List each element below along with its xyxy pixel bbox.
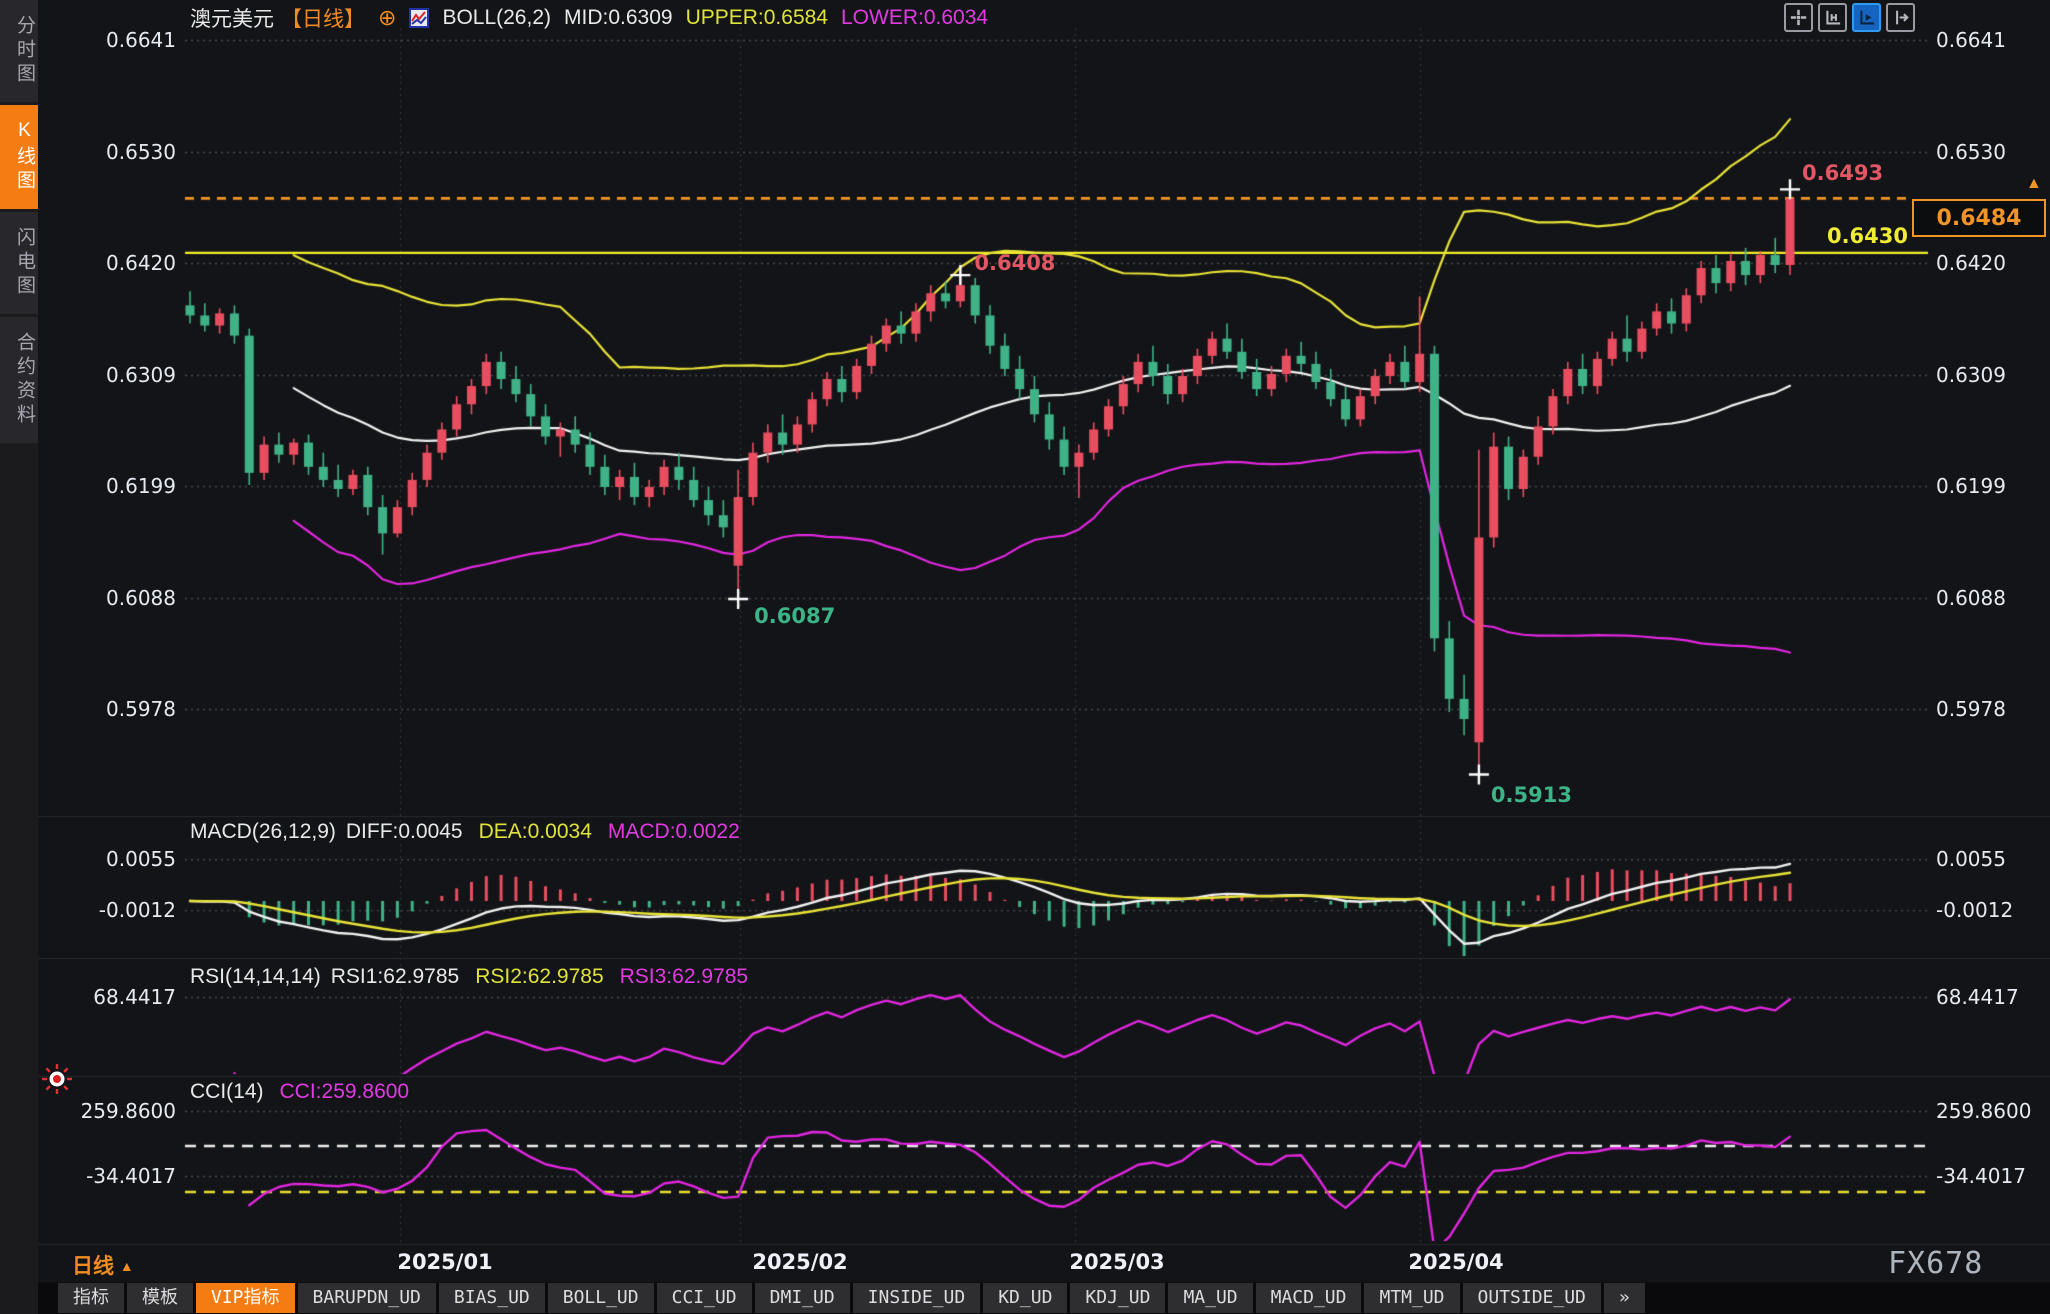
current-price-box: 0.6484	[1912, 199, 2046, 237]
axis-label: -34.4017	[1936, 1164, 2026, 1188]
sidebar: 分时图 K线图 闪电图 合约资料	[0, 0, 38, 1314]
boll-upper-value: UPPER:0.6584	[685, 6, 828, 29]
axis-label: 0.6420	[1936, 250, 2006, 275]
sidebar-item-2[interactable]: 闪电图	[0, 212, 38, 314]
tab-KDJ_UD[interactable]: KDJ_UD	[1070, 1283, 1166, 1313]
cci-label: CCI(14)	[190, 1080, 264, 1103]
indicator-chart-icon[interactable]	[409, 8, 430, 28]
alert-sun-icon	[40, 1062, 74, 1096]
macd-dea-value: DEA:0.0034	[478, 820, 592, 843]
macd-macd-value: MACD:0.0022	[607, 820, 740, 843]
axis-label: 0.6199	[1936, 473, 2006, 498]
chart-header: 澳元美元 【日线】 ⊕ BOLL(26,2) MID:0.6309 UPPER:…	[190, 5, 988, 31]
axis-label: -0.0012	[1936, 898, 2014, 923]
axis-label: 68.4417	[93, 985, 176, 1009]
rsi1-value: RSI1:62.9785	[330, 965, 460, 988]
tab-VIP[interactable]: VIP指标	[196, 1283, 295, 1313]
rsi-label: RSI(14,14,14)	[190, 965, 321, 988]
macd-diff-value: DIFF:0.0045	[345, 820, 463, 843]
month-label: 2025/01	[397, 1250, 493, 1274]
price-annotation: 0.6087	[754, 603, 836, 628]
axis-label: 0.6530	[1936, 139, 2006, 164]
rsi-header: RSI(14,14,14) RSI1:62.9785 RSI2:62.9785 …	[190, 965, 748, 989]
axis-label: 0.6309	[106, 362, 176, 387]
crosshair-circle-icon[interactable]: ⊕	[378, 5, 397, 30]
axis-label: 0.6199	[106, 473, 176, 498]
period-tag[interactable]: 【日线】	[281, 8, 365, 31]
tab-INSIDE_UD[interactable]: INSIDE_UD	[852, 1283, 981, 1313]
tab-DMI_UD[interactable]: DMI_UD	[754, 1283, 850, 1313]
month-label: 2025/04	[1408, 1250, 1504, 1274]
axis-scale-h-icon[interactable]	[1818, 3, 1847, 32]
axis-label: 0.6309	[1936, 362, 2006, 387]
axis-shift-icon[interactable]	[1886, 3, 1915, 32]
period-selector[interactable]: 日线 ▲	[72, 1250, 134, 1280]
axis-label: 0.6088	[1936, 585, 2006, 610]
symbol-name: 澳元美元	[190, 8, 274, 31]
sidebar-item-1[interactable]: K线图	[0, 105, 38, 209]
tab-MTM_UD[interactable]: MTM_UD	[1364, 1283, 1460, 1313]
tab-CCI_UD[interactable]: CCI_UD	[656, 1283, 752, 1313]
tab-MA_UD[interactable]: MA_UD	[1168, 1283, 1253, 1313]
period-arrow-icon: ▲	[119, 1258, 134, 1274]
axis-label: -0.0012	[98, 898, 176, 923]
axis-label: 0.5978	[106, 696, 176, 721]
sidebar-item-3[interactable]: 合约资料	[0, 317, 38, 443]
axis-label: 0.5978	[1936, 696, 2006, 721]
tab-[interactable]: 指标	[58, 1283, 124, 1313]
month-label: 2025/03	[1069, 1250, 1165, 1274]
tab-[interactable]: »	[1603, 1283, 1645, 1313]
macd-header: MACD(26,12,9) DIFF:0.0045 DEA:0.0034 MAC…	[190, 820, 740, 844]
tab-OUTSIDE_UD[interactable]: OUTSIDE_UD	[1462, 1283, 1601, 1313]
boll-mid-value: MID:0.6309	[564, 6, 673, 29]
rsi2-value: RSI2:62.9785	[475, 965, 604, 988]
axis-label: 259.8600	[1936, 1099, 2032, 1123]
tab-BIAS_UD[interactable]: BIAS_UD	[438, 1283, 545, 1313]
axis-autoscale-icon[interactable]	[1852, 3, 1881, 32]
axis-label: 259.8600	[80, 1099, 176, 1123]
yellow-hline-label: 0.6430	[1826, 224, 1908, 248]
tab-KD_UD[interactable]: KD_UD	[983, 1283, 1068, 1313]
axis-label: 0.6641	[106, 28, 176, 52]
tab-MACD_UD[interactable]: MACD_UD	[1255, 1283, 1362, 1313]
boll-label: BOLL(26,2)	[442, 6, 551, 29]
axis-label: 0.6641	[1936, 28, 2006, 52]
axis-label: 0.6088	[106, 585, 176, 610]
price-annotation: 0.5913	[1490, 782, 1572, 807]
chart-toolbar	[1784, 3, 1915, 32]
axis-label: 68.4417	[1936, 985, 2019, 1009]
boll-lower-value: LOWER:0.6034	[840, 6, 989, 29]
rsi3-value: RSI3:62.9785	[619, 965, 749, 988]
price-annotation: 0.6493	[1802, 161, 1884, 186]
price-up-marker-icon: ▲	[2026, 175, 2042, 192]
period-label: 日线	[72, 1255, 114, 1278]
pan-crosshair-icon[interactable]	[1784, 3, 1813, 32]
month-label: 2025/02	[752, 1250, 848, 1274]
tab-BARUPDN_UD[interactable]: BARUPDN_UD	[297, 1283, 436, 1313]
axis-label: 0.6420	[106, 250, 176, 275]
axis-label: 0.6530	[106, 139, 176, 164]
macd-label: MACD(26,12,9)	[190, 820, 336, 843]
price-annotation: 0.6408	[974, 251, 1056, 276]
sidebar-item-0[interactable]: 分时图	[0, 0, 38, 102]
cci-header: CCI(14) CCI:259.8600	[190, 1080, 409, 1104]
tab-[interactable]: 模板	[127, 1283, 193, 1313]
axis-label: 0.0055	[1936, 847, 2006, 872]
axis-label: 0.0055	[106, 847, 176, 872]
tab-BOLL_UD[interactable]: BOLL_UD	[547, 1283, 654, 1313]
axis-label: -34.4017	[86, 1164, 176, 1188]
cci-value: CCI:259.8600	[279, 1080, 410, 1103]
indicator-tabbar: 指标 模板 VIP指标 BARUPDN_UD BIAS_UD BOLL_UD CCI_UD D…	[38, 1283, 2050, 1314]
brand-watermark: FX678	[1888, 1246, 1984, 1281]
